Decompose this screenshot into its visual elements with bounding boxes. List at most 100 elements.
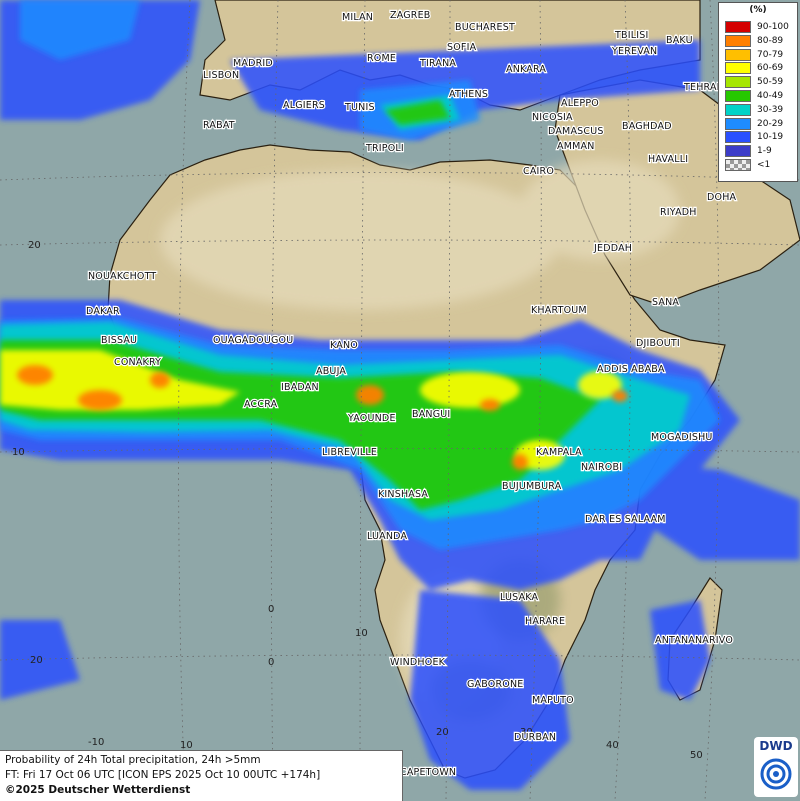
legend-item: 50-59 xyxy=(725,76,795,89)
legend-item: 10-19 xyxy=(725,131,795,144)
city-label: AMMAN xyxy=(557,141,595,152)
city-label: KINSHASA xyxy=(378,489,428,500)
city-label: MADRID xyxy=(233,58,273,69)
city-label: CONAKRY xyxy=(114,357,161,368)
legend-label: 1-9 xyxy=(757,146,772,157)
city-label: ZAGREB xyxy=(390,10,431,21)
city-label: MOGADISHU xyxy=(651,432,713,443)
city-label: ALEPPO xyxy=(561,98,599,109)
city-label: ACCRA xyxy=(244,399,278,410)
city-label: NICOSIA xyxy=(532,112,573,123)
lon-label: 20 xyxy=(436,727,449,738)
city-label: OUAGADOUGOU xyxy=(213,335,293,346)
city-label: ANKARA xyxy=(506,64,546,75)
city-label: NAIROBI xyxy=(581,462,622,473)
lon-label: 50 xyxy=(690,750,703,761)
city-label: ANTANANARIVO xyxy=(655,635,733,646)
dwd-logo-text: DWD xyxy=(759,739,793,753)
city-label: ABUJA xyxy=(316,366,346,377)
legend-swatch xyxy=(725,103,751,116)
city-label: ADDIS ABABA xyxy=(597,364,665,375)
city-label: ATHENS xyxy=(449,89,488,100)
city-label: SOFIA xyxy=(447,42,477,53)
city-labels: MILAN ZAGREB BUCHAREST TBILISI BAKU SOFI… xyxy=(85,9,738,779)
legend-label: 20-29 xyxy=(757,118,784,129)
city-label: LUSAKA xyxy=(500,592,539,603)
city-label: MAPUTO xyxy=(532,695,574,706)
legend-item: 20-29 xyxy=(725,117,795,130)
city-label: TBILISI xyxy=(614,30,648,41)
legend-item: 1-9 xyxy=(725,145,795,158)
precip-70-89 xyxy=(17,365,628,470)
city-label: DAMASCUS xyxy=(548,126,604,137)
legend-label: 70-79 xyxy=(757,49,784,60)
forecast-time: FT: Fri 17 Oct 06 UTC [ICON EPS 2025 Oct… xyxy=(5,769,321,781)
lat-label: 0 xyxy=(268,657,274,668)
city-label: WINDHOEK xyxy=(390,657,446,668)
lat-label: 10 xyxy=(12,447,25,458)
city-label: DOHA xyxy=(707,192,737,203)
city-label: LUANDA xyxy=(367,531,408,542)
legend-swatch xyxy=(725,76,751,89)
city-label: CAPETOWN xyxy=(400,767,456,778)
city-label: SANA xyxy=(652,297,679,308)
city-label: GABORONE xyxy=(467,679,523,690)
legend-swatch xyxy=(725,48,751,61)
city-label: DJIBOUTI xyxy=(636,338,680,349)
legend-item: 30-39 xyxy=(725,103,795,116)
city-label: ROME xyxy=(367,53,396,64)
city-label: BAKU xyxy=(666,35,693,46)
city-label: BUCHAREST xyxy=(455,22,515,33)
lat-label: 10 xyxy=(355,628,368,639)
city-label: TUNIS xyxy=(344,102,375,113)
city-label: BUJUMBURA xyxy=(502,481,562,492)
lat-label: 20 xyxy=(30,655,43,666)
legend-label: 40-49 xyxy=(757,91,784,101)
legend-swatch xyxy=(725,90,751,102)
city-label: ALGIERS xyxy=(283,100,325,111)
city-label: KAMPALA xyxy=(536,447,582,458)
city-label: LIBREVILLE xyxy=(322,447,377,458)
copyright: ©2025 Deutscher Wetterdienst xyxy=(5,784,191,796)
city-label: HAVALLI xyxy=(648,154,688,165)
legend-swatch xyxy=(725,145,751,158)
city-label: TRIPOLI xyxy=(365,143,404,154)
city-label: DAR ES SALAAM xyxy=(585,514,666,525)
legend-swatch xyxy=(725,21,751,33)
legend-item: 90-100 xyxy=(725,21,795,33)
info-box: Probability of 24h Total precipitation, … xyxy=(0,750,403,801)
city-label: HARARE xyxy=(525,616,565,627)
city-label: LISBON xyxy=(203,70,239,81)
lon-label: 10 xyxy=(180,740,193,751)
city-label: BISSAU xyxy=(101,335,137,346)
city-label: CAIRO xyxy=(523,166,554,177)
city-label: NOUAKCHOTT xyxy=(88,271,156,282)
legend-label: 60-69 xyxy=(757,63,784,74)
legend-label: <1 xyxy=(757,160,771,170)
legend-item: 40-49 xyxy=(725,90,795,102)
legend-swatch xyxy=(725,34,751,47)
legend-item: 60-69 xyxy=(725,62,795,75)
city-label: IBADAN xyxy=(281,382,319,393)
legend-label: 10-19 xyxy=(757,132,784,143)
city-label: DURBAN xyxy=(514,732,556,743)
city-label: BANGUI xyxy=(412,409,450,420)
lon-label: 0 xyxy=(268,604,274,615)
city-label: YAOUNDE xyxy=(347,413,396,424)
city-label: YEREVAN xyxy=(611,46,657,57)
city-label: DAKAR xyxy=(86,306,120,317)
legend-swatch xyxy=(725,159,751,171)
city-label: RABAT xyxy=(203,120,235,131)
legend-label: 30-39 xyxy=(757,104,784,115)
dwd-swirl-icon xyxy=(760,758,792,790)
legend-title: (%) xyxy=(749,5,767,15)
legend-label: 90-100 xyxy=(757,22,789,32)
legend-swatch xyxy=(725,131,751,144)
legend-item: 80-89 xyxy=(725,34,795,47)
legend-swatch xyxy=(725,117,751,130)
city-label: RIYADH xyxy=(660,207,697,218)
product-description: Probability of 24h Total precipitation, … xyxy=(5,754,261,766)
legend-item: 70-79 xyxy=(725,48,795,61)
lon-label: 40 xyxy=(606,740,619,751)
